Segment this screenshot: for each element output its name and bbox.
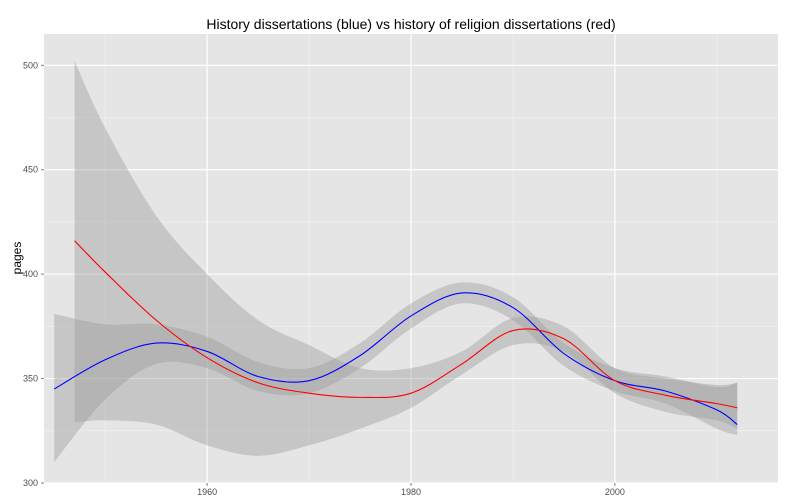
x-tick-label: 2000 (605, 487, 625, 497)
y-tick-label: 300 (23, 478, 38, 488)
y-tick-label: 350 (23, 374, 38, 384)
confidence-band-series-1 (54, 282, 738, 463)
x-tick-label: 1980 (401, 487, 421, 497)
trend-line-series-2 (74, 240, 738, 409)
y-axis-title: pages (10, 242, 24, 275)
y-tick-label: 500 (23, 60, 38, 70)
chart-title: History dissertations (blue) vs history … (206, 16, 615, 32)
trend-line-series-1 (53, 292, 738, 425)
y-tick-label: 400 (23, 269, 38, 279)
x-tick-label: 1960 (197, 487, 217, 497)
confidence-band-series-2 (74, 61, 738, 456)
y-tick-label: 450 (23, 165, 38, 175)
